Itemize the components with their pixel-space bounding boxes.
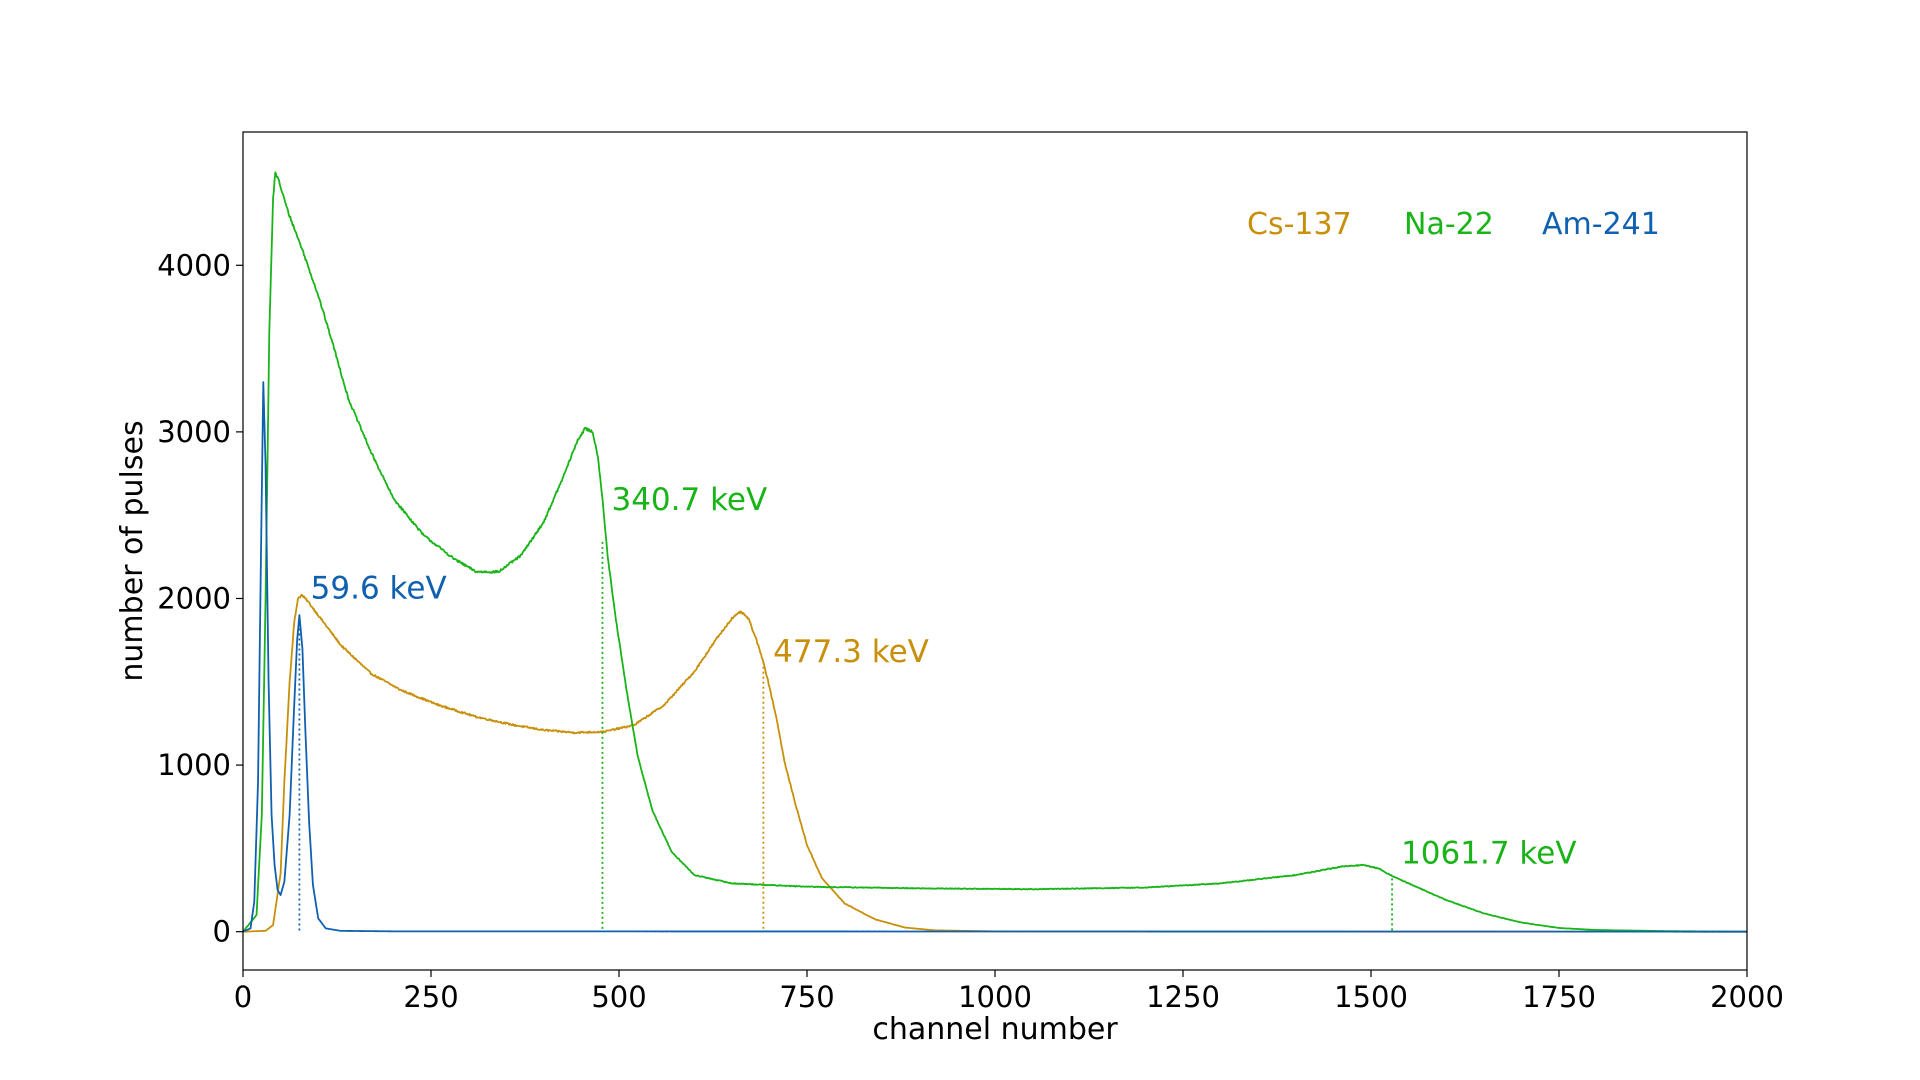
y-tick-label: 1000 [157, 748, 231, 782]
x-tick-label: 1250 [1146, 980, 1220, 1014]
peak-annotation: 477.3 keV [773, 634, 929, 670]
plot-area: 59.6 keV 340.7 keV 477.3 keV 1061.7 keV [242, 171, 1748, 933]
x-tick-label: 1500 [1334, 980, 1408, 1014]
y-tick-label: 2000 [157, 581, 231, 615]
x-tick-label: 250 [403, 980, 458, 1014]
x-tick-label: 1000 [958, 980, 1032, 1014]
legend: Cs-137 Na-22 Am-241 [1247, 207, 1660, 242]
x-axis-title: channel number [872, 1012, 1118, 1047]
y-axis-title: number of pulses [115, 420, 150, 681]
x-tick-label: 750 [779, 980, 834, 1014]
x-tick-label: 0 [234, 980, 252, 1014]
x-tick-label: 2000 [1710, 980, 1784, 1014]
series-line-na-22 [242, 171, 1748, 933]
peak-annotation: 1061.7 keV [1401, 835, 1576, 871]
legend-entry-am-241: Am-241 [1542, 207, 1660, 242]
x-tick-label: 1750 [1522, 980, 1596, 1014]
peak-annotation: 340.7 keV [611, 482, 767, 518]
series-line-am-241 [242, 381, 1748, 933]
legend-entry-na-22: Na-22 [1404, 207, 1494, 242]
legend-entry-cs-137: Cs-137 [1247, 207, 1352, 242]
y-tick-label: 0 [213, 915, 231, 949]
peak-annotation: 59.6 keV [311, 570, 447, 606]
y-tick-label: 4000 [157, 248, 231, 282]
axes: 0 250 500 750 1000 1250 1500 1750 2000 0 1000 2000 3… [157, 248, 1784, 1014]
x-tick-label: 500 [591, 980, 646, 1014]
y-tick-label: 3000 [157, 415, 231, 449]
